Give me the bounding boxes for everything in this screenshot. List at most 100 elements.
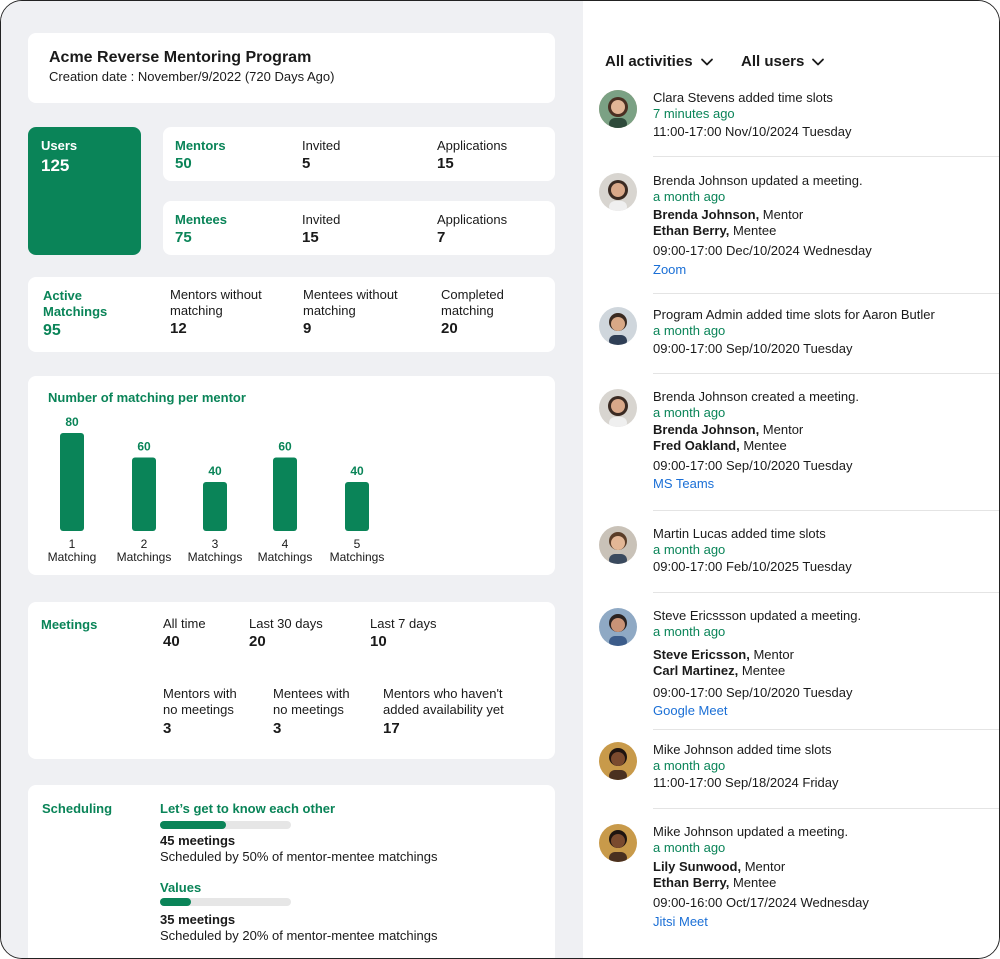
mentees-value[interactable]: 75: [175, 229, 192, 246]
chart-tick-label: 1: [69, 537, 76, 551]
activities-filter-label: All activities: [605, 53, 693, 70]
no-availability-label-1: Mentors who haven't: [383, 686, 503, 701]
completed-label-2: matching: [441, 303, 494, 318]
feed-time-ago: a month ago: [653, 323, 726, 338]
schedule-item-meetings: 35 meetings: [160, 912, 236, 927]
schedule-item-detail: Scheduled by 50% of mentor-mentee matchi…: [160, 849, 438, 864]
active-matchings-value[interactable]: 95: [43, 322, 61, 339]
user-avatar-icon: [599, 824, 637, 862]
user-avatar-icon: [599, 307, 637, 345]
activities-filter-dropdown[interactable]: All activities: [605, 53, 714, 70]
participant-role: Mentee: [739, 438, 787, 453]
activity-feed-panel: All activities All users Clara Stevens a…: [583, 1, 999, 958]
users-filter-dropdown[interactable]: All users: [741, 53, 825, 70]
mentors-invited-value[interactable]: 5: [302, 155, 311, 172]
schedule-progress-bar: [160, 898, 291, 906]
mentors-no-meetings-value[interactable]: 3: [163, 720, 172, 737]
avatar: [599, 608, 637, 646]
scheduling-label: Scheduling: [42, 801, 113, 816]
participant-name: Ethan Berry,: [653, 223, 730, 238]
feed-time-ago: a month ago: [653, 840, 726, 855]
mentors-without-value[interactable]: 12: [170, 320, 187, 337]
meetings-stats-card: Meetings All time 40 Last 30 days 20 Las…: [28, 602, 555, 759]
mentees-without-label-2: matching: [303, 303, 356, 318]
chart-tick-label: 2: [141, 537, 148, 551]
chart-bar[interactable]: [132, 457, 156, 532]
user-avatar-icon: [599, 742, 637, 780]
participant-role: Mentee: [729, 223, 777, 238]
all-time-label: All time: [163, 616, 206, 631]
feed-schedule: 09:00-17:00 Dec/10/2024 Wednesday: [653, 243, 872, 258]
chart-tick-label: 3: [212, 537, 219, 551]
feed-headline: Brenda Johnson created a meeting.: [653, 389, 859, 404]
no-availability-value[interactable]: 17: [383, 720, 400, 737]
feed-divider: [653, 510, 999, 511]
avatar: [599, 90, 637, 128]
participant-name: Brenda Johnson,: [653, 422, 760, 437]
feed-divider: [653, 156, 999, 157]
mentees-invited-label: Invited: [302, 212, 341, 227]
chart-bar[interactable]: [60, 433, 84, 531]
chart-tick-sublabel: Matchings: [330, 550, 385, 564]
schedule-item-meetings: 45 meetings: [160, 833, 236, 848]
completed-value[interactable]: 20: [441, 320, 458, 337]
feed-time-ago: a month ago: [653, 189, 726, 204]
mentees-label: Mentees: [175, 212, 228, 227]
chart-bar[interactable]: [273, 457, 297, 532]
mentors-value[interactable]: 50: [175, 155, 192, 172]
mentees-applications-value[interactable]: 7: [437, 229, 446, 246]
mentors-without-label-1: Mentors without: [170, 287, 262, 302]
mentees-stats-card: Mentees 75 Invited 15 Applications 7: [163, 201, 555, 255]
avatar: [599, 307, 637, 345]
feed-schedule: 09:00-17:00 Sep/10/2020 Tuesday: [653, 458, 853, 473]
chart-data-label: 60: [137, 440, 151, 454]
matching-per-mentor-chart-card: Number of matching per mentor 80 1 Matchin…: [28, 376, 555, 575]
feed-divider: [653, 293, 999, 294]
mentees-without-value[interactable]: 9: [303, 320, 312, 337]
program-title: Acme Reverse Mentoring Program: [49, 49, 312, 66]
completed-label-1: Completed: [441, 287, 504, 302]
feed-divider: [653, 729, 999, 730]
participant-name: Brenda Johnson,: [653, 207, 760, 222]
chart-bar[interactable]: [203, 482, 227, 531]
last-30-days-value[interactable]: 20: [249, 633, 266, 650]
schedule-progress-fill: [160, 821, 226, 829]
feed-time-ago: a month ago: [653, 624, 726, 639]
participant-role: Mentor: [749, 647, 794, 662]
users-filter-label: All users: [741, 53, 805, 70]
feed-time-ago: a month ago: [653, 758, 726, 773]
feed-schedule: 09:00-16:00 Oct/17/2024 Wednesday: [653, 895, 869, 910]
avatar: [599, 526, 637, 564]
mentees-no-meetings-value[interactable]: 3: [273, 720, 282, 737]
user-avatar-icon: [599, 389, 637, 427]
meeting-link[interactable]: MS Teams: [653, 476, 715, 491]
mentees-invited-value[interactable]: 15: [302, 229, 319, 246]
chart-bar[interactable]: [345, 482, 369, 531]
matching-bar-chart: 801Matching602Matchings403Matchings604Ma…: [48, 415, 385, 564]
user-avatar-icon: [599, 90, 637, 128]
all-time-value[interactable]: 40: [163, 633, 180, 650]
users-card[interactable]: Users 125: [28, 127, 141, 255]
feed-time-ago: a month ago: [653, 405, 726, 420]
avatar: [599, 742, 637, 780]
feed-time-ago: 7 minutes ago: [653, 106, 735, 121]
schedule-progress-bar: [160, 821, 291, 829]
last-7-days-value[interactable]: 10: [370, 633, 387, 650]
schedule-item-title[interactable]: Values: [160, 880, 202, 895]
chart-tick-sublabel: Matchings: [117, 550, 172, 564]
feed-participant: Carl Martinez, Mentee: [653, 663, 785, 679]
feed-headline: Martin Lucas added time slots: [653, 526, 826, 541]
feed-headline: Clara Stevens added time slots: [653, 90, 833, 105]
meeting-link[interactable]: Zoom: [653, 262, 687, 277]
schedule-item-title[interactable]: Let’s get to know each other: [160, 801, 336, 816]
mentees-no-meetings-label-2: no meetings: [273, 702, 344, 717]
meeting-link[interactable]: Jitsi Meet: [653, 914, 708, 929]
chart-tick-sublabel: Matchings: [258, 550, 313, 564]
mentors-applications-value[interactable]: 15: [437, 155, 454, 172]
meeting-link[interactable]: Google Meet: [653, 703, 728, 718]
feed-participant: Ethan Berry, Mentee: [653, 875, 776, 891]
feed-participant: Fred Oakland, Mentee: [653, 438, 787, 454]
mentors-applications-label: Applications: [437, 138, 508, 153]
dashboard-panel: Acme Reverse Mentoring Program Creation …: [1, 1, 583, 958]
